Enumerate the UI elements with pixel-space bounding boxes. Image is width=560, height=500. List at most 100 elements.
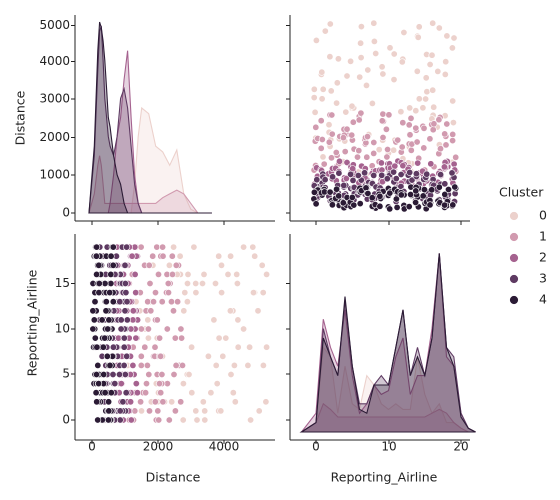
scatter-point-cluster-0 (422, 96, 428, 102)
scatter-point-cluster-0 (420, 105, 426, 111)
scatter-point-cluster-1 (380, 134, 386, 140)
scatter-point-cluster-1 (156, 417, 162, 423)
scatter-point-cluster-0 (212, 280, 218, 286)
scatter-point-cluster-0 (430, 20, 436, 26)
scatter-point-cluster-2 (130, 362, 136, 368)
scatter-point-cluster-4 (329, 202, 335, 208)
scatter-point-cluster-1 (329, 131, 335, 137)
scatter-point-cluster-1 (414, 139, 420, 145)
scatter-point-cluster-1 (358, 110, 364, 116)
scatter-point-cluster-3 (117, 408, 123, 414)
tick-label: 15 (55, 276, 70, 290)
scatter-point-cluster-2 (336, 158, 342, 164)
scatter-point-cluster-4 (91, 317, 97, 323)
scatter-point-cluster-0 (250, 244, 256, 250)
tick-label: 2000 (39, 130, 70, 144)
scatter-point-cluster-0 (449, 45, 455, 51)
scatter-point-cluster-0 (185, 271, 191, 277)
scatter-point-cluster-3 (117, 299, 123, 305)
scatter-point-cluster-1 (333, 149, 339, 155)
scatter-point-cluster-0 (320, 86, 326, 92)
scatter-point-cluster-1 (150, 253, 156, 259)
scatter-point-cluster-0 (208, 390, 214, 396)
scatter-point-cluster-4 (108, 271, 114, 277)
scatter-point-cluster-0 (213, 362, 219, 368)
tick-label: 4000 (209, 440, 240, 454)
scatter-point-cluster-4 (311, 189, 317, 195)
scatter-point-cluster-0 (416, 24, 422, 30)
scatter-point-cluster-0 (180, 417, 186, 423)
scatter-point-cluster-1 (152, 399, 158, 405)
scatter-point-cluster-0 (357, 74, 363, 80)
scatter-point-cluster-0 (363, 82, 369, 88)
scatter-point-cluster-3 (122, 262, 128, 268)
scatter-point-cluster-1 (449, 137, 455, 143)
scatter-point-cluster-4 (103, 299, 109, 305)
scatter-point-cluster-1 (138, 362, 144, 368)
tick-label: 0 (312, 440, 320, 454)
scatter-point-cluster-1 (170, 308, 176, 314)
scatter-point-cluster-1 (174, 299, 180, 305)
scatter-point-cluster-3 (121, 335, 127, 341)
airline-kde-panel (286, 234, 476, 444)
scatter-point-cluster-0 (414, 68, 420, 74)
scatter-point-cluster-2 (428, 161, 434, 167)
scatter-point-cluster-3 (121, 344, 127, 350)
legend-label: 3 (539, 271, 547, 286)
scatter-point-cluster-2 (133, 335, 139, 341)
scatter-point-cluster-0 (401, 29, 407, 35)
tick-label: 10 (55, 322, 70, 336)
scatter-point-cluster-0 (256, 408, 262, 414)
scatter-point-cluster-4 (394, 204, 400, 210)
legend-marker (510, 254, 519, 263)
scatter-point-cluster-1 (318, 118, 324, 124)
scatter-point-cluster-0 (214, 380, 220, 386)
scatter-point-cluster-0 (180, 380, 186, 386)
scatter-point-cluster-4 (107, 362, 113, 368)
scatter-point-cluster-4 (102, 335, 108, 341)
y-tick-labels-airline: 15 10 5 0 (55, 276, 70, 427)
scatter-point-cluster-4 (377, 203, 383, 209)
scatter-point-cluster-0 (442, 71, 448, 77)
scatter-point-cluster-1 (137, 399, 143, 405)
scatter-point-cluster-2 (392, 163, 398, 169)
legend-marker (510, 296, 519, 305)
scatter-point-cluster-1 (413, 125, 419, 131)
scatter-point-cluster-0 (216, 335, 222, 341)
tick-label: 1000 (39, 168, 70, 182)
scatter-point-cluster-0 (263, 271, 269, 277)
scatter-point-cluster-2 (118, 380, 124, 386)
scatter-point-cluster-2 (133, 380, 139, 386)
scatter-point-cluster-4 (92, 335, 98, 341)
scatter-point-cluster-1 (155, 408, 161, 414)
scatter-point-cluster-3 (350, 177, 356, 183)
scatter-point-cluster-1 (406, 122, 412, 128)
scatter-point-cluster-0 (424, 89, 430, 95)
scatter-point-cluster-1 (178, 399, 184, 405)
scatter-point-cluster-4 (105, 399, 111, 405)
y-axis-label-airline: Reporting_Airline (25, 269, 40, 376)
scatter-point-cluster-0 (199, 280, 205, 286)
scatter-point-cluster-0 (379, 64, 385, 70)
scatter-point-cluster-2 (132, 271, 138, 277)
scatter-point-cluster-1 (172, 408, 178, 414)
scatter-point-cluster-1 (156, 335, 162, 341)
scatter-point-cluster-0 (182, 289, 188, 295)
scatter-point-cluster-4 (96, 280, 102, 286)
tick-label: 0 (62, 206, 70, 220)
scatter-point-cluster-0 (436, 25, 442, 31)
scatter-point-cluster-3 (437, 171, 443, 177)
scatter-point-cluster-1 (319, 136, 325, 142)
scatter-point-cluster-1 (146, 408, 152, 414)
scatter-point-cluster-0 (169, 399, 175, 405)
scatter-point-cluster-0 (228, 371, 234, 377)
scatter-point-cluster-1 (442, 131, 448, 137)
x-tick-labels-airline: 0 10 20 (312, 440, 468, 454)
scatter-point-cluster-3 (384, 176, 390, 182)
scatter-point-cluster-4 (96, 262, 102, 268)
scatter-point-cluster-0 (235, 317, 241, 323)
scatter-point-cluster-1 (150, 299, 156, 305)
scatter-point-cluster-1 (326, 139, 332, 145)
scatter-point-cluster-3 (112, 380, 118, 386)
scatter-point-cluster-0 (391, 76, 397, 82)
